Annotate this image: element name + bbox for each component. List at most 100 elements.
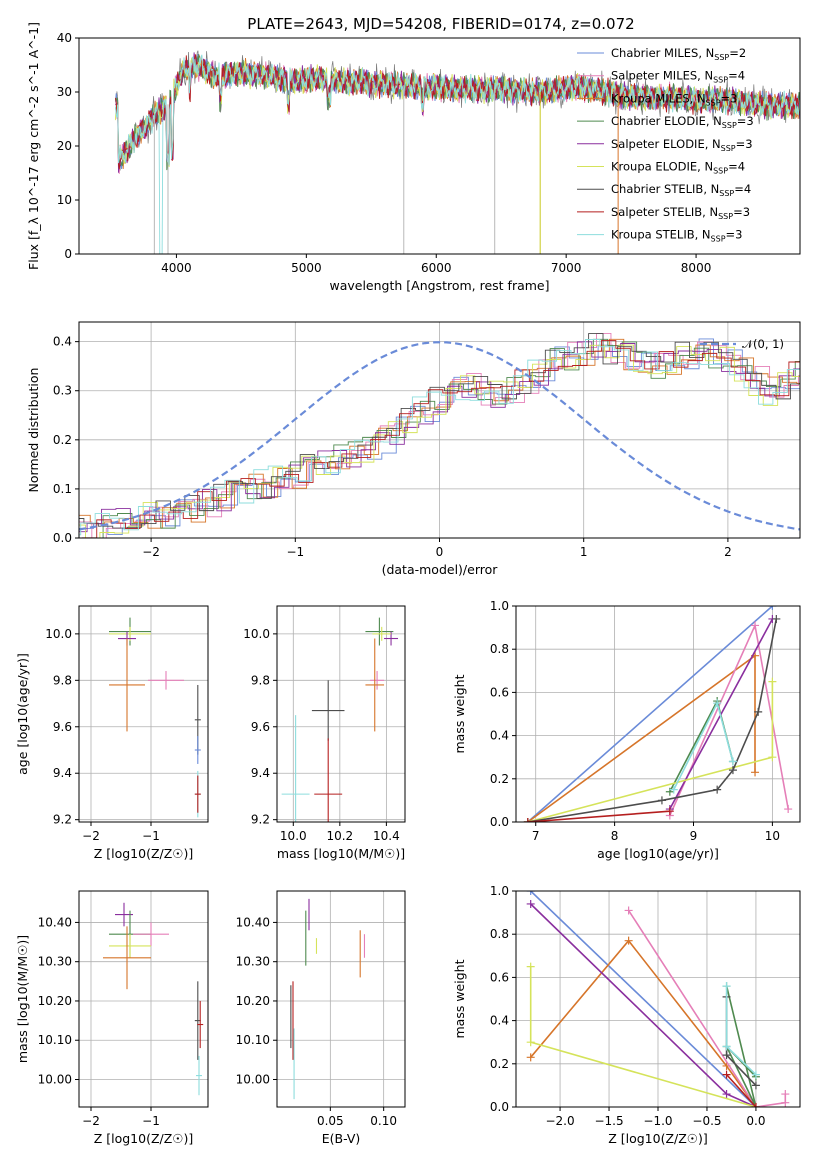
weight-marker	[722, 1090, 731, 1099]
weight-marker	[768, 606, 777, 610]
weight-marker	[772, 614, 781, 623]
x-tick-label: −2	[142, 545, 160, 559]
weight-marker	[713, 699, 722, 708]
normal-curve	[79, 341, 800, 531]
chart-residuals: 𝒩(0, 1) −2 −1 0 1 2 0.0 0.1 0.2 0.3 0.4 (data-model…	[26, 321, 801, 577]
y-tick-label: 10.10	[38, 1033, 72, 1047]
weight-marker	[728, 766, 737, 775]
x-axis-label: wavelength [Angstrom, rest frame]	[329, 278, 549, 293]
axes-frame	[78, 605, 209, 823]
axes-frame	[78, 890, 209, 1108]
y-tick-label: 0.0	[490, 1100, 509, 1114]
x-tick-label: 5000	[291, 261, 322, 275]
y-tick-label: 9.8	[53, 673, 72, 687]
plot-area	[79, 332, 800, 538]
y-tick-label: 0.4	[490, 1014, 509, 1028]
legend-label: Chabrier STELIB, NSSP=4	[611, 182, 751, 198]
x-tick-label: −2	[82, 829, 100, 843]
x-tick-label: 0.10	[370, 1114, 397, 1128]
chart-z-age: −2 −1 9.2 9.4 9.6 9.8 10.0 Z [log10(Z/Z☉)] age […	[15, 605, 209, 861]
plot-area	[290, 898, 366, 1100]
y-tick-label: 0.2	[53, 433, 72, 447]
weight-marker	[665, 807, 674, 816]
errorbar-point	[194, 736, 201, 764]
weight-marker	[657, 796, 666, 805]
y-tick-label: 10.40	[236, 915, 270, 929]
weight-marker	[523, 818, 532, 822]
chart-mass-age: 10.0 10.2 10.4 9.2 9.4 9.6 9.8 10.0 mass [log10(…	[243, 605, 406, 861]
x-tick-label: 8000	[681, 261, 712, 275]
y-axis-label: mass weight	[452, 674, 467, 753]
weight-marker	[751, 1081, 760, 1090]
y-tick-label: 0.2	[490, 772, 509, 786]
x-axis-label: Z [log10(Z/Z☉)]	[94, 1131, 194, 1146]
y-tick-label: 0	[64, 247, 72, 261]
x-tick-label: 1	[580, 545, 588, 559]
y-tick-label: 10.40	[38, 915, 72, 929]
x-tick-label: −1	[142, 829, 160, 843]
plot-area	[103, 902, 204, 1096]
weight-marker	[526, 962, 535, 971]
errorbar-point	[311, 680, 345, 741]
x-tick-label: 0	[436, 545, 444, 559]
weight-marker	[751, 1103, 760, 1107]
weight-marker	[781, 1090, 790, 1099]
legend-label: Salpeter ELODIE, NSSP=3	[611, 137, 753, 153]
x-tick-label: −1.0	[643, 1114, 672, 1128]
y-tick-label: 0.4	[53, 335, 72, 349]
y-tick-label: 10.0	[243, 627, 270, 641]
weight-line	[669, 618, 774, 810]
errorbar-point	[103, 926, 151, 990]
errorbar-point	[365, 617, 394, 646]
y-tick-label: 0.0	[490, 815, 509, 829]
weight-marker	[526, 891, 535, 895]
legend: Chabrier MILES, NSSP=2 Salpeter MILES, NS…	[577, 46, 754, 244]
weight-marker	[669, 785, 678, 794]
x-tick-label: 10.4	[373, 829, 400, 843]
weight-marker	[722, 1070, 731, 1079]
errorbar-point	[109, 934, 151, 958]
y-tick-label: 10.00	[38, 1073, 72, 1087]
y-tick-label: 9.2	[53, 813, 72, 827]
legend-label: Salpeter MILES, NSSP=4	[611, 69, 745, 85]
y-axis-label: Normed distribution	[26, 368, 41, 493]
spectrum-line	[114, 54, 800, 254]
x-tick-label: 10.2	[326, 829, 353, 843]
weight-marker	[526, 1038, 535, 1047]
weight-marker	[526, 899, 535, 908]
weight-marker	[768, 677, 777, 686]
plot-area	[114, 50, 800, 254]
x-tick-label: 10	[765, 829, 780, 843]
errorbar-point	[196, 1055, 202, 1096]
errorbar-point	[281, 715, 310, 822]
x-tick-label: −1	[142, 1114, 160, 1128]
weight-marker	[781, 1098, 790, 1107]
x-tick-label: 4000	[161, 261, 192, 275]
x-tick-label: 2	[724, 545, 732, 559]
axes-frame	[276, 605, 406, 823]
x-axis-label: Z [log10(Z/Z☉)]	[608, 1131, 708, 1146]
x-tick-label: 8	[611, 829, 619, 843]
legend-label: Kroupa ELODIE, NSSP=4	[611, 160, 745, 176]
x-tick-label: −1	[286, 545, 304, 559]
x-tick-label: −0.5	[692, 1114, 721, 1128]
weight-line	[527, 618, 778, 822]
weight-line	[726, 1074, 757, 1107]
y-tick-label: 0.2	[490, 1057, 509, 1071]
y-tick-label: 0.8	[490, 927, 509, 941]
x-tick-label: −2	[82, 1114, 100, 1128]
y-tick-label: 1.0	[490, 884, 509, 898]
spectrum-line	[114, 54, 800, 170]
plot-area	[526, 891, 790, 1107]
errorbar-point	[372, 626, 392, 641]
errorbar-point	[194, 775, 201, 813]
errorbar-point	[370, 671, 385, 690]
plot-area	[523, 606, 793, 822]
weight-marker	[728, 757, 737, 766]
axes-frame	[276, 890, 406, 1108]
plot-area	[281, 617, 399, 822]
y-tick-label: 9.4	[53, 766, 72, 780]
x-tick-label: 7	[532, 829, 540, 843]
x-tick-label: 0.05	[317, 1114, 344, 1128]
